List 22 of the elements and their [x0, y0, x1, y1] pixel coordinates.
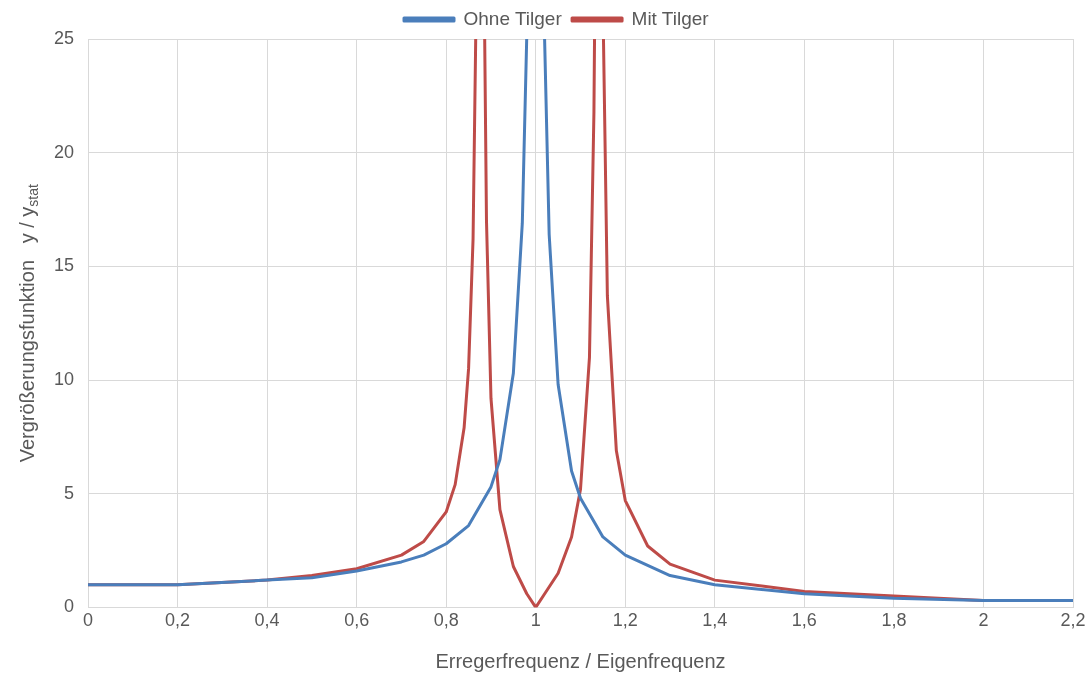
x-tick-label: 1,4 [702, 610, 728, 631]
y-tick-label: 25 [53, 27, 75, 48]
x-tick-label: 1,6 [791, 610, 817, 631]
x-tick-label: 0,6 [344, 610, 370, 631]
x-tick-label: 1,2 [612, 610, 638, 631]
x-axis-title: Erregerfrequenz / Eigenfrequenz [435, 649, 726, 672]
legend-label: Mit Tilger [631, 7, 710, 29]
y-axis-title: Vergrößerungsfunktion y / ystat [15, 183, 41, 463]
x-tick-label: 0,2 [165, 610, 191, 631]
y-tick-label: 5 [64, 482, 75, 503]
x-tick-label: 0,4 [254, 610, 280, 631]
y-tick-label: 0 [64, 596, 75, 617]
y-tick-label: 20 [53, 141, 75, 162]
x-tick-label: 2 [978, 610, 989, 631]
x-tick-label: 1,8 [881, 610, 907, 631]
x-tick-label: 0,8 [433, 610, 459, 631]
y-tick-label: 15 [53, 255, 75, 276]
x-tick-label: 2,2 [1060, 610, 1086, 631]
y-tick-label: 10 [53, 369, 75, 390]
x-tick-label: 0 [83, 610, 94, 631]
x-tick-label: 1 [530, 610, 541, 631]
legend-label: Ohne Tilger [463, 7, 563, 29]
